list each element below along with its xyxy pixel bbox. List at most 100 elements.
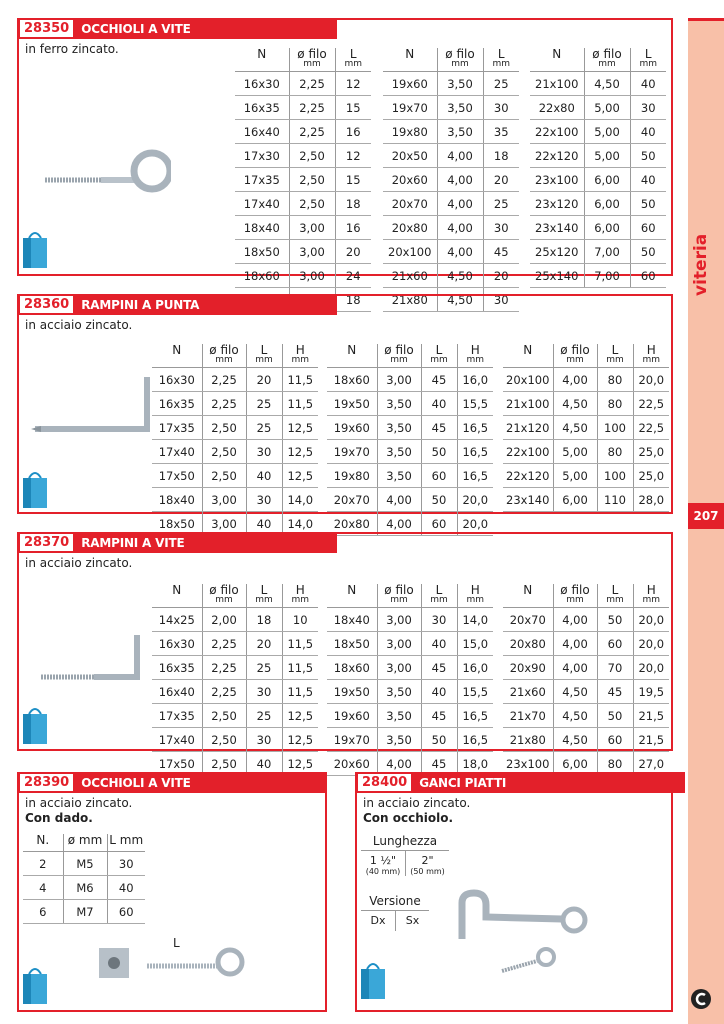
column-header: N <box>503 584 553 608</box>
table-cell: 16x35 <box>152 391 202 416</box>
table-cell: 40 <box>420 391 457 416</box>
table-cell: 3,50 <box>436 71 483 96</box>
table-cell: 20x70 <box>327 487 377 512</box>
table-cell: 2,50 <box>201 463 246 488</box>
table-cell: 18 <box>245 607 282 632</box>
table-cell: 4,00 <box>436 143 483 168</box>
table-cell: 3,50 <box>436 119 483 144</box>
table-row: 21x120 4,50 100 22,5 <box>503 415 669 440</box>
column-label: L <box>260 343 268 357</box>
table-row: 20x60 4,00 45 18,0 <box>327 751 493 776</box>
table-cell: 20x50 <box>383 143 437 168</box>
table-cell: 45 <box>420 703 457 728</box>
table-cell: 17x35 <box>152 415 202 440</box>
table-cell: 15 <box>334 95 371 120</box>
table-cell: 80 <box>596 439 633 464</box>
page-number: 207 <box>688 503 724 529</box>
table-cell: 18x40 <box>152 487 202 512</box>
column-label: N <box>172 343 182 357</box>
table-cell: 70 <box>596 655 633 680</box>
table-cell: 50 <box>629 143 666 168</box>
table-cell: 20,0 <box>632 631 669 656</box>
table-cell: 4,00 <box>436 239 483 264</box>
column-label: L mm <box>109 833 144 847</box>
table-cell: 4,00 <box>552 631 597 656</box>
table-cell: 19x70 <box>327 727 377 752</box>
table-row: 16x30 2,25 20 11,5 <box>152 367 318 392</box>
column-label: N <box>347 583 357 597</box>
column-header: ø filo mm <box>201 344 246 368</box>
column-unit: mm <box>215 355 233 365</box>
table-cell: 50 <box>420 439 457 464</box>
table-cell: 15 <box>334 167 371 192</box>
version-header: Versione <box>361 894 429 911</box>
table-cell: 16 <box>334 215 371 240</box>
table-row: 25x140 7,00 60 <box>530 263 666 288</box>
column-label: N. <box>36 833 50 847</box>
table-cell: 45 <box>482 239 519 264</box>
table-row: 18x40 3,00 16 <box>235 215 371 240</box>
table-cell: 2,25 <box>288 95 335 120</box>
table-cell: 20 <box>334 239 371 264</box>
table-cell: 18x40 <box>235 215 289 240</box>
table-cell: 110 <box>596 487 633 512</box>
table-cell: 3,00 <box>376 631 421 656</box>
column-label: ø filo <box>592 47 622 61</box>
product-code: 28370 <box>20 534 74 551</box>
product-title: RAMPINI A PUNTA <box>81 297 200 312</box>
table-cell: 3,50 <box>376 727 421 752</box>
table-row: 17x50 2,50 40 12,5 <box>152 463 318 488</box>
category-label: viteria <box>691 233 711 296</box>
table-cell: 6,00 <box>552 487 597 512</box>
table-cell: 30 <box>420 607 457 632</box>
column-label: ø filo <box>560 583 590 597</box>
eye-screw-image <box>45 149 171 193</box>
product-code: 28390 <box>20 774 74 791</box>
table-cell: 3,00 <box>201 487 246 512</box>
table-row: 22x120 5,00 50 <box>530 143 666 168</box>
table-cell: 22x100 <box>503 439 553 464</box>
column-header: N <box>152 344 202 368</box>
column-header: N <box>327 584 377 608</box>
table-cell: 3,00 <box>288 263 335 288</box>
table-cell: 60 <box>596 631 633 656</box>
table-cell: 20,0 <box>632 367 669 392</box>
length-value: 1 ½" <box>369 854 397 867</box>
material-text: in acciaio zincato. <box>363 796 471 810</box>
column-label: ø filo <box>384 343 414 357</box>
table-cell: 4,00 <box>436 215 483 240</box>
table-row: 20x60 4,00 20 <box>383 167 519 192</box>
header-row: N. ø mm L mm <box>23 834 145 852</box>
table-cell: 5,00 <box>552 463 597 488</box>
column-label: H <box>646 583 656 597</box>
description: in acciaio zincato. Con occhiolo. <box>363 796 470 826</box>
table-cell: 2,25 <box>201 679 246 704</box>
table-row: 17x35 2,50 25 12,5 <box>152 415 318 440</box>
table-cell: 22x120 <box>503 463 553 488</box>
section-28390: 28390 OCCHIOLI A VITE in acciaio zincato.… <box>17 772 327 1012</box>
table-row: 20x70 4,00 50 20,0 <box>327 487 493 512</box>
table-cell: 40 <box>106 875 145 900</box>
table-row: 17x30 2,50 12 <box>235 143 371 168</box>
table-cell: 25 <box>245 703 282 728</box>
table-cell: 25 <box>482 71 519 96</box>
table-cell: 20 <box>482 167 519 192</box>
table-row: 17x35 2,50 15 <box>235 167 371 192</box>
table-row: 19x80 3,50 35 <box>383 119 519 144</box>
table-cell: 19x70 <box>327 439 377 464</box>
table-cell: 16,5 <box>456 415 493 440</box>
column-unit: mm <box>598 59 616 69</box>
table-row: 16x40 2,25 30 11,5 <box>152 679 318 704</box>
table-row: 20x70 4,00 50 20,0 <box>503 607 669 632</box>
table-cell: 20,0 <box>632 607 669 632</box>
section-header: 28390 OCCHIOLI A VITE <box>17 772 327 793</box>
table-row: 19x60 3,50 45 16,5 <box>327 415 493 440</box>
